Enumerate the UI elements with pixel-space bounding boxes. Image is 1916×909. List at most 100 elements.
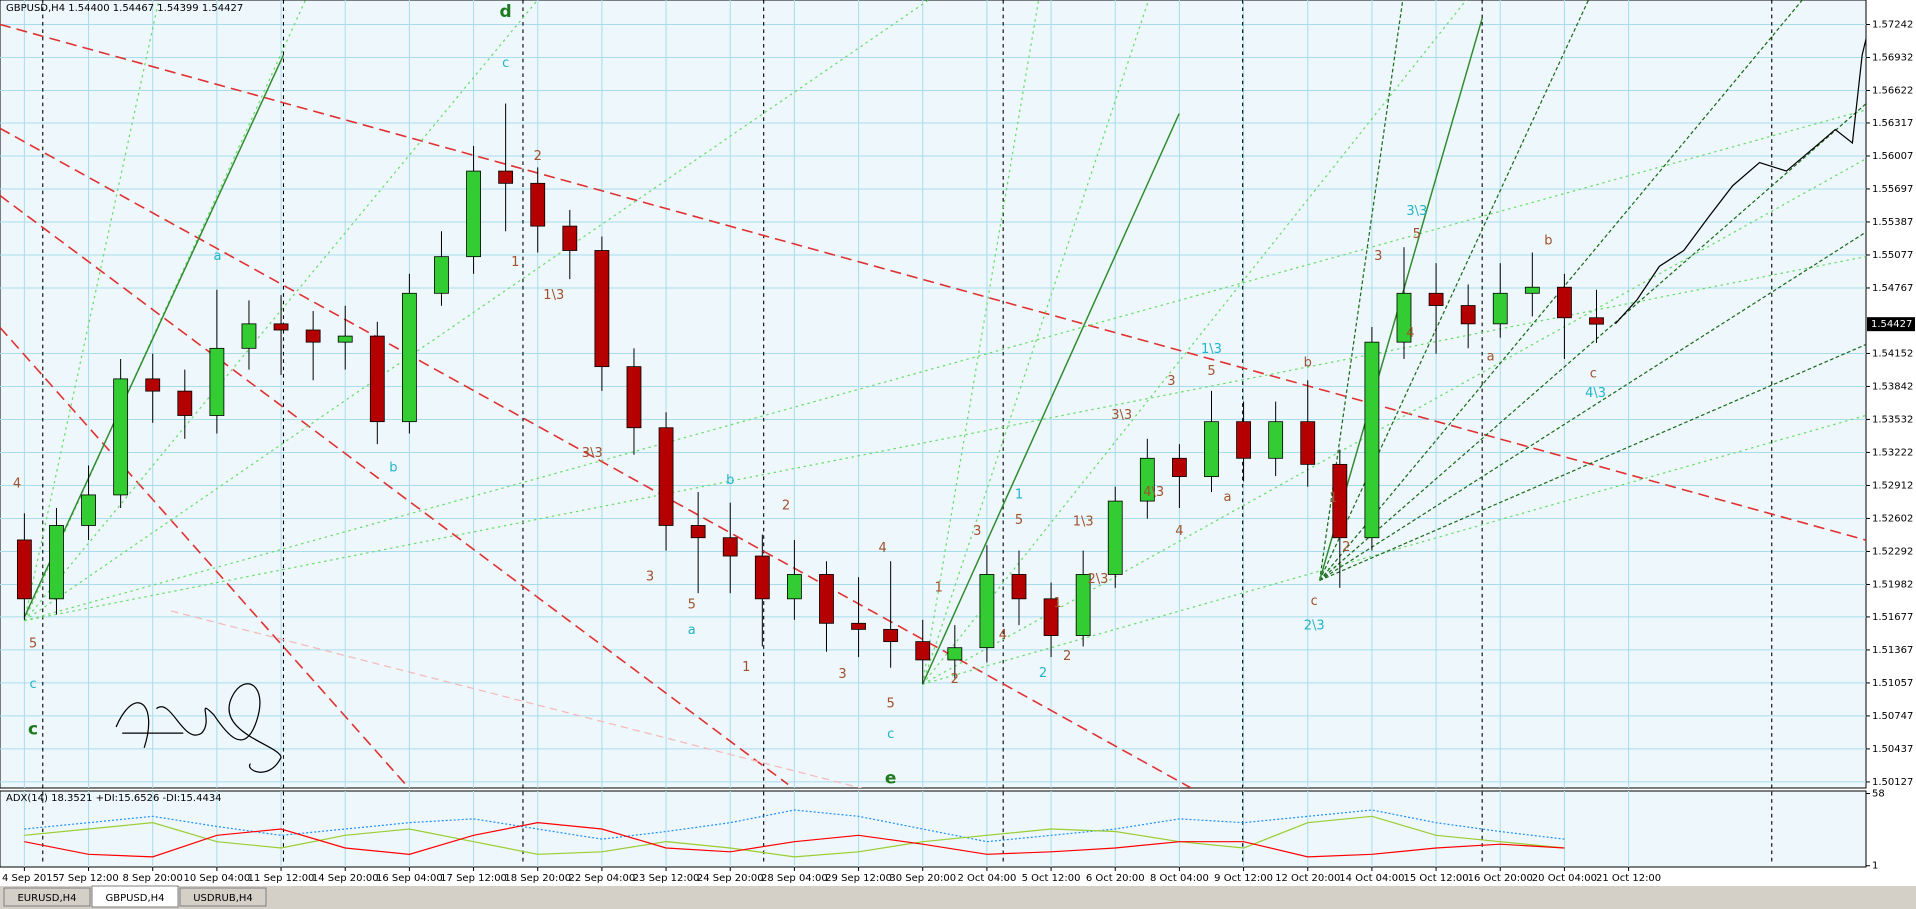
x-tick-label: 16 Oct 20:00 bbox=[1468, 873, 1533, 884]
candle-body bbox=[851, 622, 866, 630]
wave-label: 1 bbox=[1329, 491, 1337, 506]
wave-label: 3 bbox=[1374, 249, 1382, 264]
wave-label: c bbox=[29, 677, 36, 692]
wave-label: a bbox=[214, 249, 222, 264]
wave-label: 2\3 bbox=[1304, 618, 1325, 633]
wave-label: 2 bbox=[1039, 666, 1047, 681]
x-tick-label: 12 Oct 20:00 bbox=[1275, 873, 1340, 884]
candle-body bbox=[241, 323, 257, 349]
candle-body bbox=[1011, 574, 1027, 600]
x-tick-label: 20 Oct 04:00 bbox=[1532, 873, 1597, 884]
y-tick-label: 1.55387 bbox=[1872, 217, 1913, 228]
y-tick-label: 1.51057 bbox=[1872, 678, 1913, 689]
wave-label: 3 bbox=[838, 667, 846, 682]
wave-label: 5 bbox=[29, 637, 37, 652]
candle-body bbox=[658, 427, 674, 526]
candle-body bbox=[113, 378, 129, 496]
wave-label: 2 bbox=[1342, 540, 1350, 555]
x-tick-label: 8 Sep 20:00 bbox=[123, 873, 183, 884]
tab-label[interactable]: EURUSD,H4 bbox=[17, 893, 76, 904]
candle-body bbox=[401, 292, 417, 423]
x-tick-label: 4 Sep 2015 bbox=[2, 873, 59, 884]
candle-body bbox=[49, 525, 64, 600]
candle-body bbox=[337, 335, 353, 343]
y-tick-label: 1.54152 bbox=[1872, 348, 1913, 359]
wave-label: 4 bbox=[13, 476, 21, 491]
candle-body bbox=[1364, 341, 1380, 539]
wave-label: 4 bbox=[878, 541, 886, 556]
wave-label: a bbox=[1487, 349, 1495, 364]
x-tick-label: 21 Oct 12:00 bbox=[1596, 873, 1661, 884]
x-tick-label: 22 Sep 04:00 bbox=[569, 873, 636, 884]
candle-body bbox=[722, 537, 738, 557]
x-tick-label: 28 Sep 04:00 bbox=[761, 873, 828, 884]
wave-label: 1\3 bbox=[1201, 342, 1222, 357]
y-tick-label: 1.56007 bbox=[1872, 151, 1913, 162]
candle-body bbox=[273, 323, 289, 331]
candle-body bbox=[594, 250, 610, 368]
candle-body bbox=[369, 335, 385, 423]
wave-label: 4 bbox=[1175, 524, 1183, 539]
tab-label[interactable]: GBPUSD,H4 bbox=[105, 893, 164, 904]
indicator-lines bbox=[24, 809, 1565, 858]
candle-body bbox=[1492, 292, 1508, 325]
wave-label: 5 bbox=[1207, 364, 1215, 379]
chart-title: GBPUSD,H4 1.54400 1.54467 1.54399 1.5442… bbox=[6, 3, 243, 14]
tab[interactable] bbox=[91, 885, 179, 908]
indicator-line bbox=[24, 815, 1565, 858]
indicator-title: ADX(14) 18.3521 +DI:15.6526 -DI:15.4434 bbox=[6, 793, 222, 804]
candle-body bbox=[1172, 457, 1187, 478]
wave-label: 4 bbox=[999, 628, 1007, 643]
y-tick-label: 1.56932 bbox=[1872, 52, 1913, 63]
candle-body bbox=[1107, 500, 1123, 575]
y-tick-label: 1.57242 bbox=[1872, 19, 1913, 30]
candle-body bbox=[915, 641, 931, 661]
x-tick-label: 14 Sep 20:00 bbox=[312, 873, 379, 884]
y-tick-label: 1.50127 bbox=[1872, 777, 1913, 788]
y-tick-label: 1.53842 bbox=[1872, 381, 1913, 392]
indicator-line bbox=[24, 822, 1565, 858]
tab[interactable] bbox=[179, 887, 267, 907]
x-tick-label: 29 Sep 12:00 bbox=[825, 873, 892, 884]
y-tick-label: 1.51367 bbox=[1872, 645, 1913, 656]
y-tick-label: 1.52292 bbox=[1872, 546, 1913, 557]
wave-label: 5 bbox=[688, 597, 696, 612]
x-tick-label: 11 Sep 12:00 bbox=[248, 873, 315, 884]
candle-body bbox=[145, 378, 161, 392]
labels: 1.57242 1.56932 1.56622 1.56317 1.56007 1.556… bbox=[2, 2, 1915, 884]
candle-body bbox=[81, 494, 96, 526]
candle-body bbox=[1043, 598, 1059, 636]
y-tick-label: 1.53532 bbox=[1872, 414, 1913, 425]
wave-label: 5 bbox=[1413, 227, 1421, 242]
y-tick-label: 1.56622 bbox=[1872, 85, 1913, 96]
x-tick-label: 2 Oct 04:00 bbox=[957, 873, 1016, 884]
x-tick-label: 7 Sep 12:00 bbox=[58, 873, 118, 884]
wave-label: 1 bbox=[1015, 487, 1023, 502]
candle-body bbox=[209, 347, 225, 416]
wave-label: 5 bbox=[887, 696, 895, 711]
candle-body bbox=[1300, 421, 1316, 465]
tab[interactable] bbox=[3, 887, 91, 907]
y-tick-label: 1.50437 bbox=[1872, 744, 1913, 755]
tab-label[interactable]: USDRUB,H4 bbox=[193, 893, 253, 904]
wave-label: e bbox=[885, 769, 897, 789]
wave-label: 2 bbox=[782, 498, 790, 513]
candle-body bbox=[305, 329, 321, 343]
wave-label: 2 bbox=[534, 149, 542, 164]
wave-label: c bbox=[502, 56, 509, 71]
x-tick-label: 24 Sep 20:00 bbox=[697, 873, 764, 884]
x-tick-label: 6 Oct 20:00 bbox=[1086, 873, 1145, 884]
y-tick-label: 1.56317 bbox=[1872, 118, 1913, 129]
wave-label: c bbox=[28, 720, 38, 740]
x-tick-label: 16 Sep 04:00 bbox=[376, 873, 443, 884]
x-tick-label: 8 Oct 04:00 bbox=[1150, 873, 1209, 884]
separators bbox=[42, 0, 1773, 866]
y-tick-label: 1.52912 bbox=[1872, 480, 1913, 491]
candle-body bbox=[434, 256, 449, 294]
candle-body bbox=[498, 170, 514, 184]
tabs: EURUSD,H4 GBPUSD,H4 USDRUB,H4 bbox=[3, 885, 267, 908]
wave-label: b bbox=[726, 473, 734, 488]
candle-body bbox=[979, 574, 995, 649]
wave-label: b bbox=[389, 461, 397, 476]
y-tick-label: 1.51982 bbox=[1872, 579, 1913, 590]
